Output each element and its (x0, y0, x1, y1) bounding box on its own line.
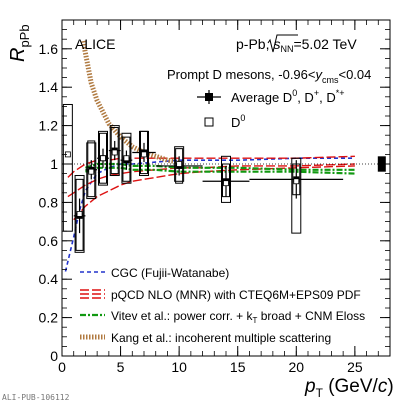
axes: 0 0.2 0.4 0.6 0.8 1 1.2 1.4 1.6 0 5 10 15 20 25 (39, 19, 391, 375)
model-curve-3-0 (80, 40, 180, 165)
xlabel-sub: T (316, 386, 324, 400)
data-point-d0 (176, 161, 183, 167)
x-tick-label: 25 (347, 359, 363, 375)
xlabel-unit-var: c (378, 376, 388, 397)
y-tick-label: 0.2 (39, 310, 59, 326)
selection-suffix: <0.04 (338, 67, 371, 82)
x-tick-label: 0 (58, 359, 66, 375)
y-tick-label: 1.4 (39, 79, 59, 95)
legend-kang-label: Kang et al.: incoherent multiple scatter… (111, 331, 331, 345)
system-label: p-Pb, sNN=5.02 TeV (236, 36, 357, 54)
selection-var: y (314, 67, 323, 82)
legend-cgc-label: CGC (Fujii-Watanabe) (111, 266, 229, 280)
data-point-d0 (111, 149, 118, 156)
y-tick-label: 1 (50, 156, 58, 172)
ylabel-main: R (7, 48, 29, 62)
data-point-d0 (123, 155, 130, 162)
watermark: ALI-PUB-106112 (2, 393, 70, 402)
syst-box (86, 142, 97, 200)
syst-box (174, 146, 185, 182)
syst-box (74, 175, 85, 253)
syst-box (87, 140, 96, 198)
y-tick-label: 1.6 (39, 41, 59, 57)
y-tick-label: 0.8 (39, 194, 59, 210)
xlabel-main: p (304, 376, 316, 397)
legend-top: Average D0, D+, D*+ D0 (197, 88, 344, 130)
y-tick-label: 0.6 (39, 233, 59, 249)
syst-box (121, 132, 132, 184)
model-curve-1-1 (67, 155, 355, 178)
x-tick-label: 20 (288, 359, 304, 375)
energy-sqrt: s (273, 36, 280, 52)
x-tick-label: 5 (117, 359, 125, 375)
experiment-label: ALICE (75, 36, 115, 52)
syst-box (75, 178, 84, 251)
x-tick-label: 15 (230, 359, 246, 375)
x-tick-label: 10 (171, 359, 187, 375)
legend-d0-label: D0 (231, 113, 245, 130)
data-point-d0 (88, 168, 95, 175)
legend-models: CGC (Fujii-Watanabe) pQCD NLO (MNR) with… (80, 266, 365, 345)
selection-prefix: Prompt D mesons, -0.96< (167, 67, 315, 82)
legend-vitev-label: Vitev et al.: power corr. + kT broad + C… (111, 309, 365, 325)
data-point-d0 (141, 151, 147, 158)
data-point-d0 (76, 211, 83, 217)
legend-avg-marker (205, 93, 213, 101)
y-tick-label: 1.2 (39, 118, 59, 134)
syst-box (221, 155, 231, 203)
data-point-d0 (223, 180, 229, 187)
system-text: p-Pb, (236, 36, 269, 52)
y-tick-label: 0 (50, 348, 58, 364)
syst-box (122, 136, 131, 182)
selection-sub: cms (322, 75, 339, 85)
xlabel-unit-close: ) (387, 376, 393, 397)
xlabel: pT (GeV/c) (304, 376, 394, 400)
ylabel-sub: pPb (17, 24, 32, 47)
data-markers (64, 147, 300, 219)
data-point-d0 (100, 155, 106, 162)
model-curve-2-0 (85, 166, 355, 175)
selection-label: Prompt D mesons, -0.96<ycms<0.04 (167, 67, 371, 85)
ylabel: RpPb (7, 24, 32, 62)
legend-avg-label: Average D0, D+, D*+ (231, 88, 344, 105)
legend-pqcd-label: pQCD NLO (MNR) with CTEQ6M+EPS09 PDF (111, 288, 361, 302)
model-curve-1-0 (67, 163, 355, 198)
syst-box (139, 130, 149, 177)
energy-value: =5.02 TeV (293, 36, 357, 52)
y-tick-label: 0.4 (39, 271, 59, 287)
energy-sub: NN (280, 44, 293, 54)
sqrt-symbol (267, 34, 298, 53)
systematic-boxes (62, 103, 302, 253)
xlabel-unit-open: (GeV/ (323, 376, 379, 397)
data-point-d0 (293, 178, 300, 185)
syst-box (62, 103, 73, 232)
model-curve-0-0 (64, 157, 355, 272)
legend-d0-marker (204, 117, 214, 127)
syst-box (291, 157, 302, 234)
